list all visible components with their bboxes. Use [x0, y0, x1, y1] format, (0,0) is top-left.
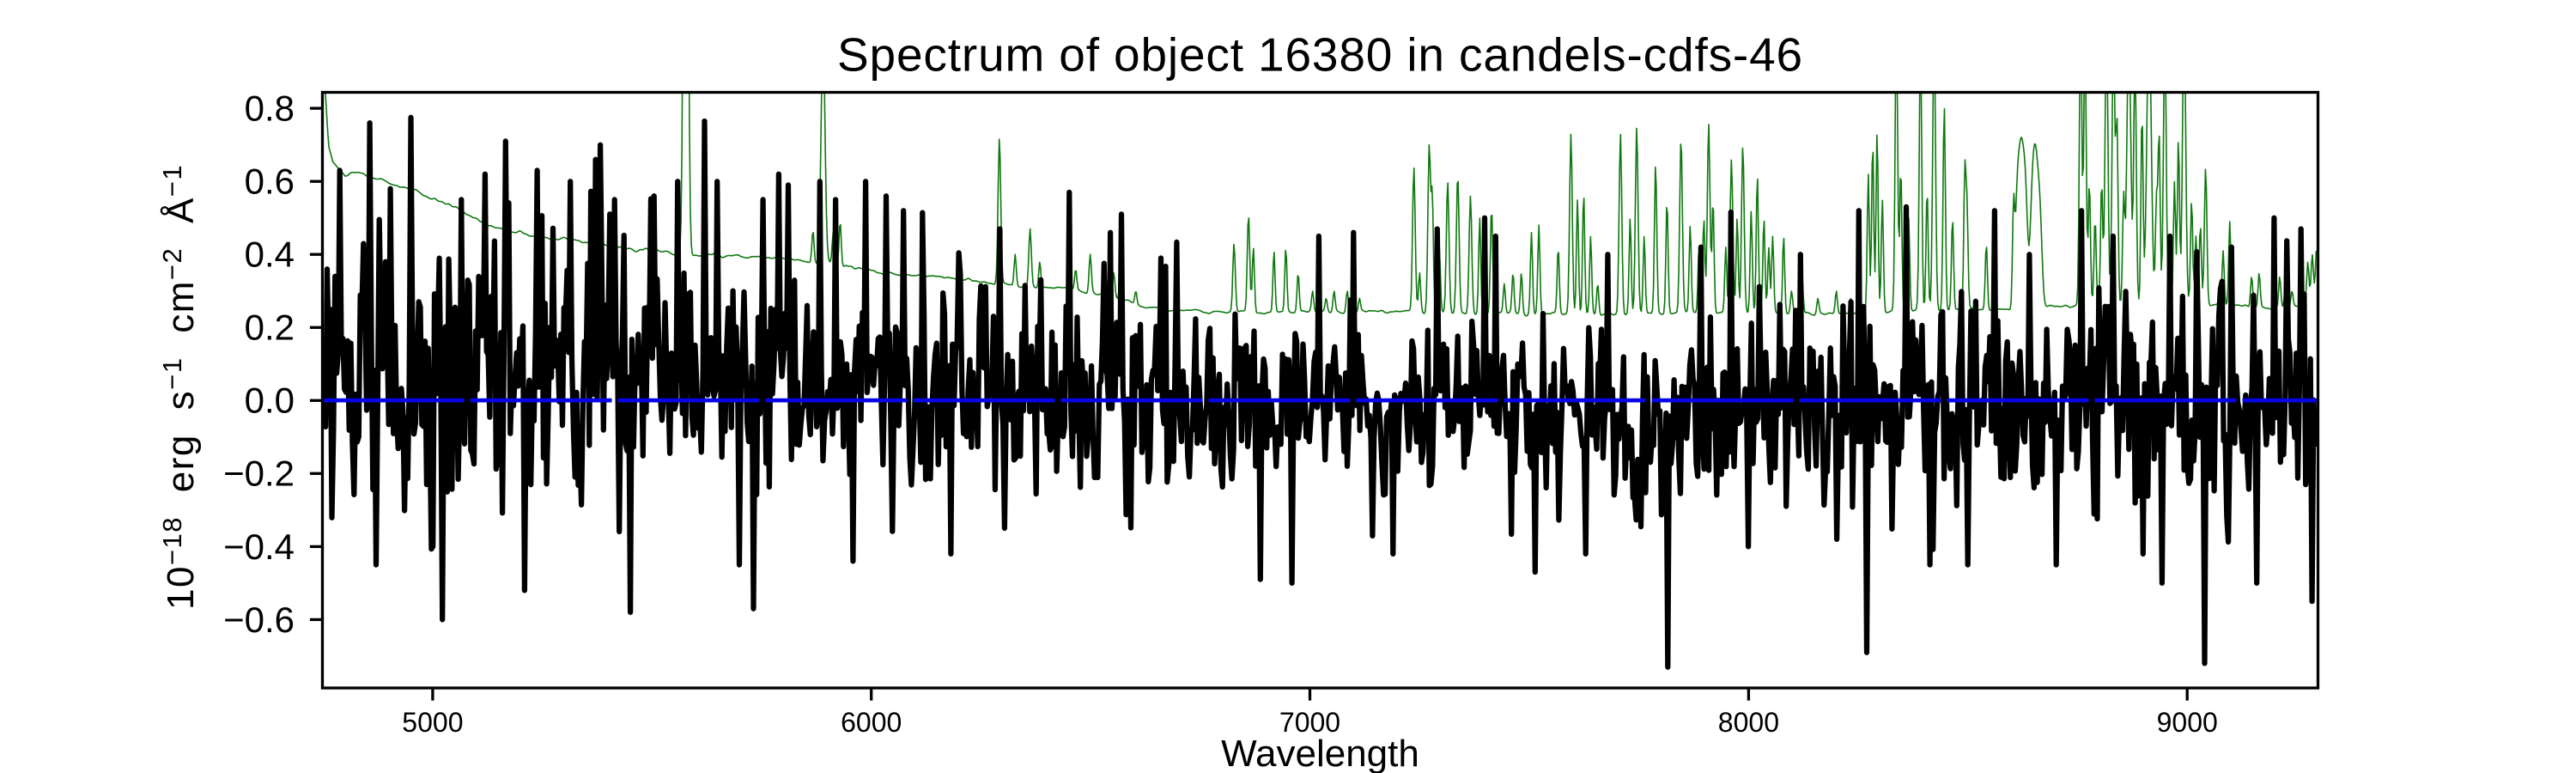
svg-text:5000: 5000 — [402, 707, 463, 738]
svg-text:−0.4: −0.4 — [223, 526, 295, 567]
svg-text:0.2: 0.2 — [245, 307, 295, 348]
svg-text:0.0: 0.0 — [245, 380, 295, 421]
svg-text:0.8: 0.8 — [245, 88, 295, 129]
svg-text:9000: 9000 — [2157, 707, 2218, 738]
svg-text:6000: 6000 — [841, 707, 902, 738]
svg-text:Spectrum of object 16380 in ca: Spectrum of object 16380 in candels-cdfs… — [837, 28, 1803, 82]
svg-text:7000: 7000 — [1279, 707, 1340, 738]
svg-text:−0.2: −0.2 — [223, 453, 295, 494]
svg-text:Wavelength: Wavelength — [1221, 733, 1419, 773]
svg-text:0.4: 0.4 — [245, 234, 295, 275]
svg-text:8000: 8000 — [1718, 707, 1779, 738]
svg-text:−0.6: −0.6 — [223, 600, 295, 640]
svg-text:0.6: 0.6 — [245, 161, 295, 202]
